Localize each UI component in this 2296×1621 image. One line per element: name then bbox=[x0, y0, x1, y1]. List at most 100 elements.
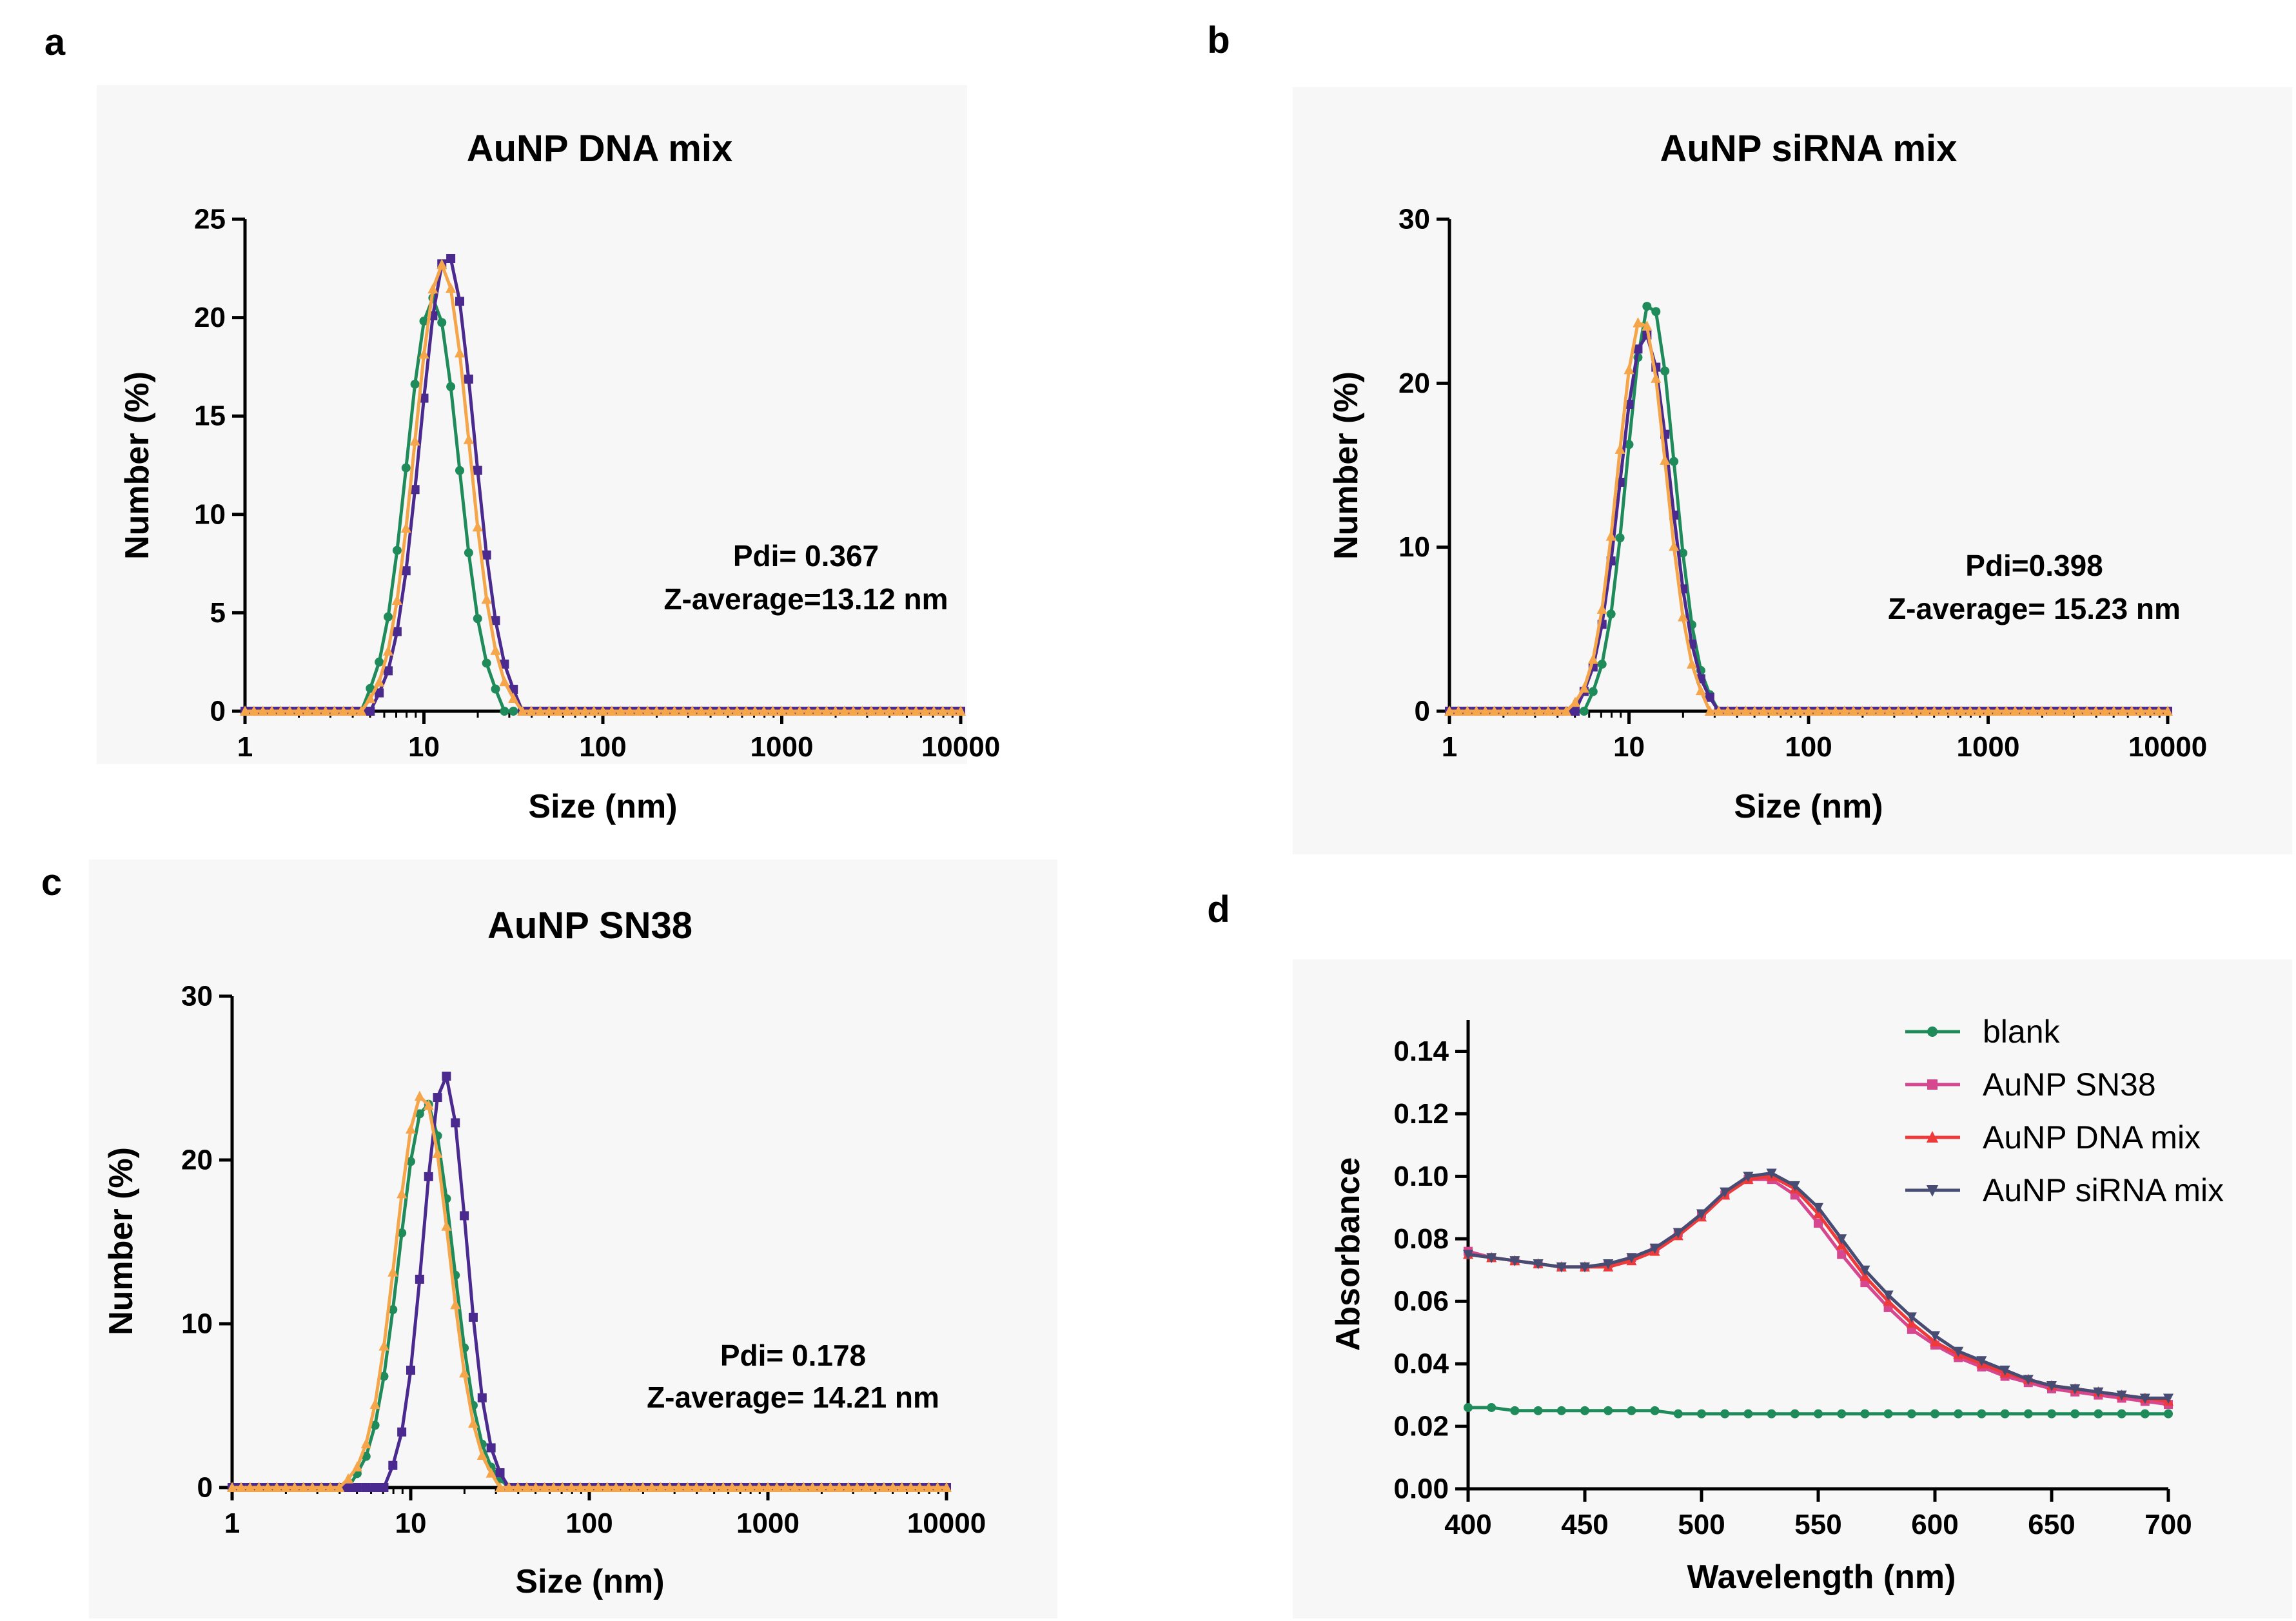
data-point bbox=[374, 676, 385, 687]
data-point bbox=[660, 705, 671, 716]
data-point bbox=[1486, 1253, 1497, 1264]
data-point bbox=[455, 466, 464, 475]
data-point bbox=[500, 659, 509, 669]
data-point bbox=[473, 614, 482, 624]
data-point bbox=[414, 1090, 425, 1101]
y-tick-label: 15 bbox=[194, 400, 226, 432]
data-point bbox=[2116, 1390, 2127, 1401]
data-point bbox=[709, 1482, 720, 1492]
data-point bbox=[789, 1482, 800, 1492]
data-point bbox=[1534, 705, 1545, 716]
data-point bbox=[491, 616, 500, 625]
data-point bbox=[1848, 705, 1859, 716]
data-point bbox=[553, 705, 564, 716]
data-point bbox=[1471, 705, 1482, 716]
data-point bbox=[1510, 1406, 1520, 1415]
data-point bbox=[450, 1299, 461, 1310]
data-point bbox=[562, 705, 573, 716]
data-point bbox=[1650, 1406, 1660, 1415]
y-tick-label: 0 bbox=[210, 696, 226, 727]
data-point bbox=[1859, 1265, 1870, 1276]
data-point bbox=[1837, 1250, 1847, 1259]
data-point bbox=[1552, 705, 1563, 716]
data-point bbox=[388, 1460, 398, 1470]
data-point bbox=[544, 705, 554, 716]
data-point bbox=[1720, 1409, 1730, 1419]
data-point bbox=[2054, 705, 2065, 716]
y-tick-label: 20 bbox=[1398, 368, 1430, 399]
data-point bbox=[406, 1366, 415, 1375]
series-blank bbox=[1464, 1402, 2173, 1419]
data-point bbox=[2108, 705, 2119, 716]
data-point bbox=[1821, 705, 1832, 716]
data-point bbox=[923, 1482, 934, 1492]
data-point bbox=[1928, 705, 1939, 716]
data-point bbox=[1965, 705, 1976, 716]
data-point bbox=[602, 1482, 613, 1492]
data-point bbox=[1556, 1262, 1567, 1273]
data-point bbox=[1498, 705, 1509, 716]
data-point bbox=[932, 1482, 943, 1492]
data-point bbox=[482, 658, 491, 668]
data-point bbox=[239, 705, 251, 716]
data-point bbox=[464, 374, 473, 384]
y-tick-label: 0 bbox=[197, 1472, 213, 1504]
data-point bbox=[307, 1482, 318, 1492]
data-point bbox=[843, 1482, 854, 1492]
data-point bbox=[655, 1482, 666, 1492]
series-aunp-sirna-mix bbox=[1462, 1168, 2174, 1404]
data-point bbox=[388, 1305, 398, 1315]
data-point bbox=[1883, 1290, 1894, 1301]
data-point bbox=[1633, 317, 1644, 328]
data-point bbox=[486, 1467, 496, 1478]
x-axis-label: Wavelength (nm) bbox=[1687, 1558, 1956, 1596]
data-point bbox=[1673, 1228, 1683, 1239]
data-point bbox=[1673, 1409, 1683, 1419]
data-point bbox=[2164, 1409, 2173, 1419]
data-point bbox=[1695, 685, 1706, 696]
data-point bbox=[1956, 705, 1967, 716]
data-point bbox=[1875, 705, 1886, 716]
data-point bbox=[1696, 1209, 1707, 1220]
data-point bbox=[1453, 705, 1464, 716]
data-point bbox=[580, 705, 591, 716]
data-point bbox=[1883, 1409, 1893, 1419]
data-point bbox=[509, 707, 518, 716]
data-point bbox=[1767, 705, 1778, 716]
data-point bbox=[424, 1172, 433, 1181]
data-point bbox=[1624, 440, 1634, 449]
data-point bbox=[451, 1118, 460, 1128]
data-point bbox=[812, 705, 823, 716]
data-point bbox=[1812, 1203, 1824, 1213]
data-point bbox=[1713, 705, 1724, 716]
data-point bbox=[852, 1482, 863, 1492]
data-point bbox=[1464, 1402, 1473, 1412]
data-point bbox=[2093, 1387, 2104, 1398]
data-point bbox=[500, 707, 509, 716]
data-point bbox=[1803, 705, 1814, 716]
data-point bbox=[486, 1443, 496, 1453]
y-tick-label: 20 bbox=[181, 1145, 213, 1176]
data-point bbox=[1837, 1409, 1847, 1419]
data-point bbox=[384, 666, 393, 676]
data-point bbox=[1705, 693, 1714, 702]
data-point bbox=[2046, 1381, 2057, 1391]
data-point bbox=[1560, 705, 1572, 716]
data-point bbox=[1580, 1406, 1589, 1415]
data-point bbox=[1812, 1208, 1824, 1219]
data-point bbox=[839, 705, 850, 716]
data-point bbox=[700, 1482, 711, 1492]
data-point bbox=[446, 382, 456, 391]
data-point bbox=[798, 1482, 809, 1492]
data-point bbox=[352, 1483, 362, 1492]
data-point bbox=[504, 1482, 515, 1492]
data-point bbox=[2010, 705, 2021, 716]
data-point bbox=[803, 705, 814, 716]
data-point bbox=[834, 1482, 845, 1492]
data-point bbox=[767, 705, 778, 716]
data-point bbox=[2154, 705, 2164, 716]
data-point bbox=[745, 1482, 756, 1492]
data-point bbox=[1704, 705, 1715, 716]
data-point bbox=[1720, 1187, 1731, 1198]
data-point bbox=[1642, 302, 1652, 311]
